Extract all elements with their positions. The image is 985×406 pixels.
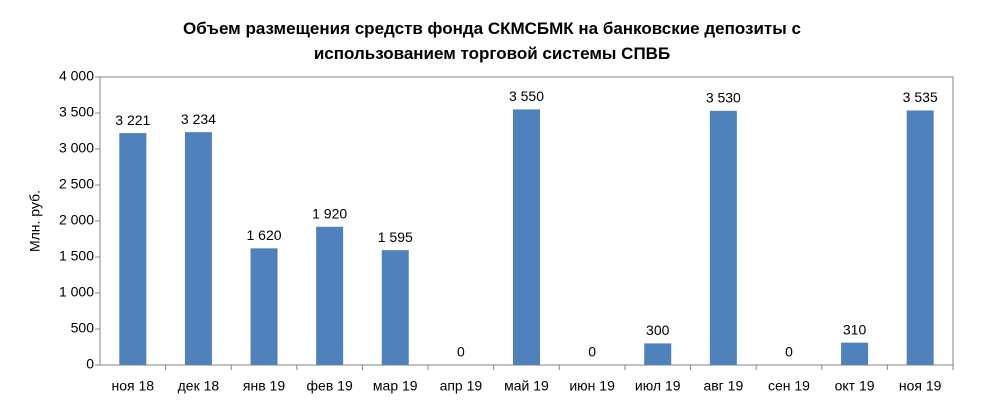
value-label: 3 550 [509, 88, 544, 104]
x-tick-label: окт 19 [835, 378, 875, 394]
value-label: 3 535 [903, 89, 938, 105]
bar [644, 343, 672, 365]
x-tick-label: дек 18 [178, 378, 220, 394]
y-tick-label: 2 500 [59, 176, 94, 192]
y-tick-label: 500 [71, 320, 95, 336]
x-tick-label: май 19 [504, 378, 549, 394]
x-tick-label: авг 19 [703, 378, 743, 394]
x-tick-label: мар 19 [373, 378, 418, 394]
y-tick-label: 3 500 [59, 104, 94, 120]
bar [119, 133, 147, 365]
y-tick-label: 1 000 [59, 284, 94, 300]
x-tick-label: ноя 18 [112, 378, 155, 394]
x-tick-label: апр 19 [440, 378, 483, 394]
x-tick-label: ноя 19 [899, 378, 942, 394]
value-label: 3 234 [181, 111, 216, 127]
value-label: 0 [588, 344, 596, 360]
y-tick-label: 2 000 [59, 212, 94, 228]
bar [709, 110, 737, 365]
bar [906, 110, 934, 365]
value-label: 310 [843, 321, 867, 337]
y-tick-label: 3 000 [59, 140, 94, 156]
value-label: 1 620 [247, 227, 282, 243]
value-label: 1 920 [312, 205, 347, 221]
chart-title: Объем размещения средств фонда СКМСБМК н… [183, 19, 801, 63]
bar [250, 248, 278, 365]
value-label: 1 595 [378, 229, 413, 245]
value-label: 3 221 [115, 112, 150, 128]
x-tick-label: янв 19 [243, 378, 285, 394]
value-label: 300 [646, 322, 670, 338]
bar [381, 250, 409, 365]
y-tick-label: 0 [86, 356, 94, 372]
value-label: 0 [457, 344, 465, 360]
y-tick-label: 4 000 [59, 68, 94, 84]
bar [184, 132, 212, 365]
x-tick-label: июл 19 [635, 378, 681, 394]
bar [316, 226, 344, 365]
value-label: 3 530 [706, 90, 741, 106]
x-tick-label: фев 19 [307, 378, 353, 394]
bar [841, 342, 869, 365]
y-axis-label: Млн. руб. [27, 190, 43, 252]
x-tick-label: сен 19 [768, 378, 810, 394]
value-label: 0 [785, 344, 793, 360]
x-tick-label: июн 19 [569, 378, 615, 394]
bar [513, 109, 540, 366]
y-tick-label: 1 500 [59, 248, 94, 264]
